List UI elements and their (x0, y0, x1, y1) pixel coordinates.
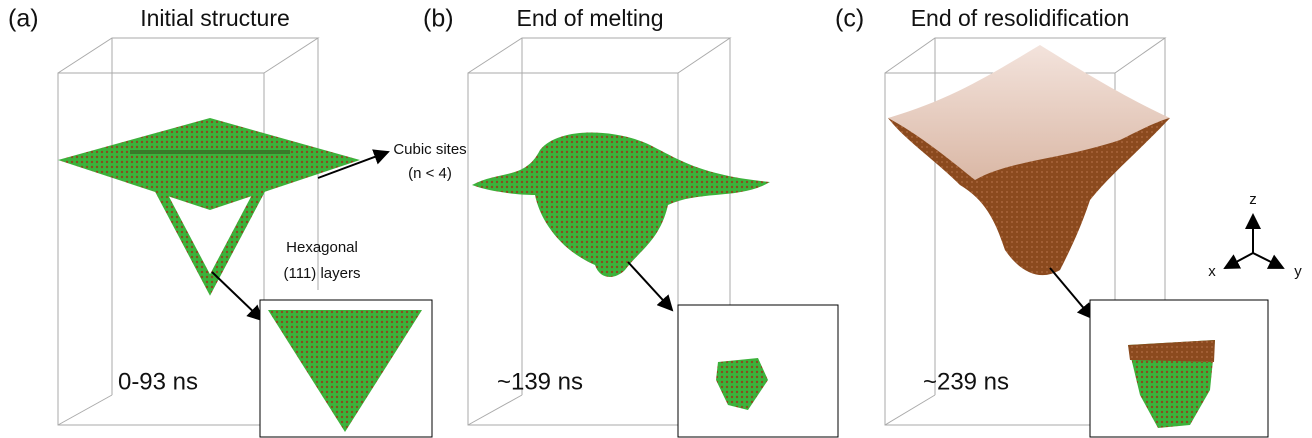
figure: (a) Initial structure Cubic sites (n < 4… (0, 0, 1312, 438)
annotation: (n < 4) (408, 165, 452, 182)
axis-arrow (1225, 253, 1253, 268)
time-label: ~239 ns (923, 368, 1009, 395)
arrow (212, 272, 262, 320)
arrow (628, 262, 672, 310)
melt-structure (472, 133, 770, 277)
panel-label: (b) (423, 5, 454, 33)
axis-arrow (1253, 253, 1283, 268)
axes-triad: z x y (1208, 191, 1302, 280)
time-label: ~139 ns (497, 368, 583, 395)
panel-c: (c) End of resolidification ~239 ns (835, 5, 1268, 437)
time-label: 0-93 ns (118, 368, 198, 395)
cubic-plane (58, 118, 360, 210)
arrow (1050, 268, 1092, 318)
panel-label: (a) (8, 5, 39, 33)
panel-title: End of resolidification (911, 5, 1130, 31)
panel-b: (b) End of melting ~139 ns (423, 5, 838, 437)
annotation: (111) layers (284, 265, 361, 282)
panel-title: Initial structure (140, 5, 290, 31)
axis-label: y (1294, 263, 1302, 280)
annotation: Hexagonal (286, 239, 358, 256)
annotation: Cubic sites (393, 141, 466, 158)
panel-label: (c) (835, 5, 864, 33)
axis-label: x (1208, 263, 1216, 280)
panel-title: End of melting (516, 5, 663, 31)
panel-a: (a) Initial structure Cubic sites (n < 4… (8, 5, 467, 437)
axis-label: z (1249, 191, 1257, 208)
